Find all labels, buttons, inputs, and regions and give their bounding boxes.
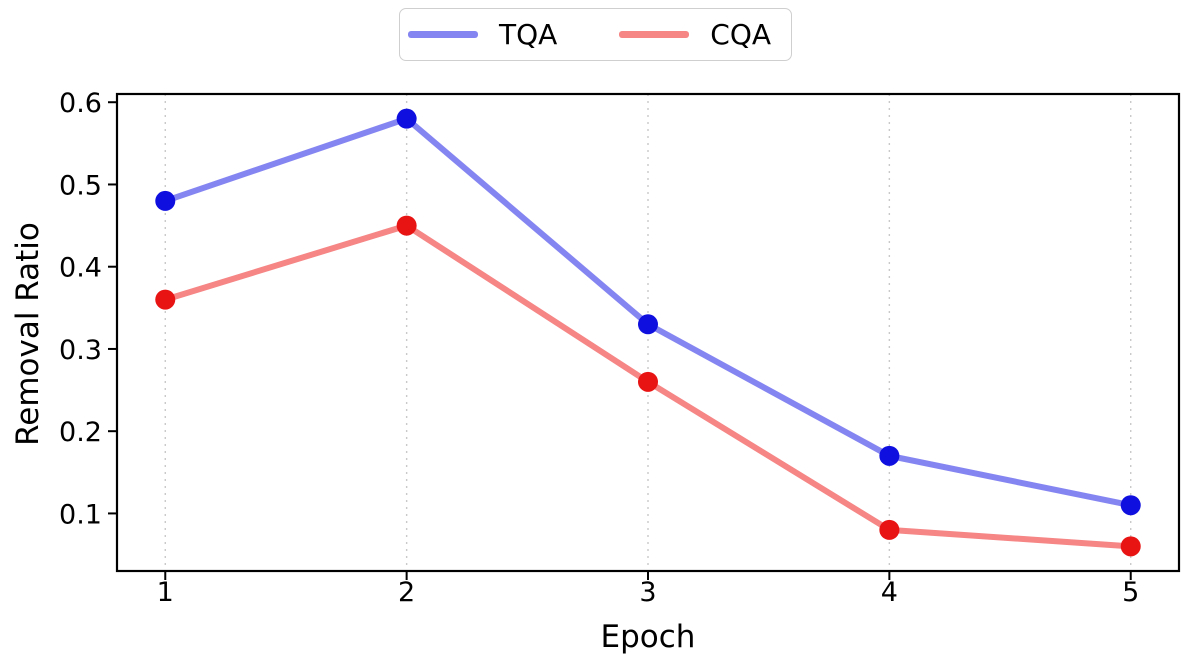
x-tick-label: 2 — [398, 577, 415, 608]
y-tick-label: 0.5 — [59, 170, 102, 201]
legend: TQA CQA — [399, 8, 792, 61]
y-tick-label: 0.3 — [59, 335, 102, 366]
x-tick-label: 5 — [1122, 577, 1139, 608]
legend-item-tqa: TQA — [408, 17, 558, 51]
y-axis-title: Removal Ratio — [10, 222, 46, 446]
tqa-line-swatch — [408, 31, 478, 38]
legend-item-cqa: CQA — [619, 17, 772, 51]
data-point-cqa — [879, 519, 900, 540]
data-point-cqa — [1120, 536, 1141, 557]
x-axis-title: Epoch — [601, 619, 696, 655]
y-tick-label: 0.4 — [59, 253, 102, 284]
data-point-cqa — [396, 215, 417, 236]
data-point-tqa — [396, 108, 417, 129]
x-tick-label: 4 — [881, 577, 898, 608]
data-point-tqa — [1120, 495, 1141, 516]
x-tick-label: 1 — [157, 577, 174, 608]
y-tick-label: 0.6 — [59, 88, 102, 119]
x-tick-label: 3 — [639, 577, 656, 608]
data-point-tqa — [638, 314, 658, 335]
data-point-tqa — [879, 445, 900, 466]
data-point-tqa — [155, 190, 176, 211]
legend-label-tqa: TQA — [499, 17, 558, 51]
cqa-line-swatch — [619, 31, 690, 38]
legend-label-cqa: CQA — [710, 17, 772, 51]
data-point-cqa — [155, 289, 176, 310]
y-tick-label: 0.2 — [59, 417, 102, 448]
data-point-cqa — [638, 371, 658, 392]
axes-spines — [115, 92, 1181, 573]
y-tick-label: 0.1 — [59, 499, 102, 530]
plot-area: 1 2 3 4 5 0.1 0.2 0.3 0.4 0.5 0.6 — [59, 88, 1181, 608]
